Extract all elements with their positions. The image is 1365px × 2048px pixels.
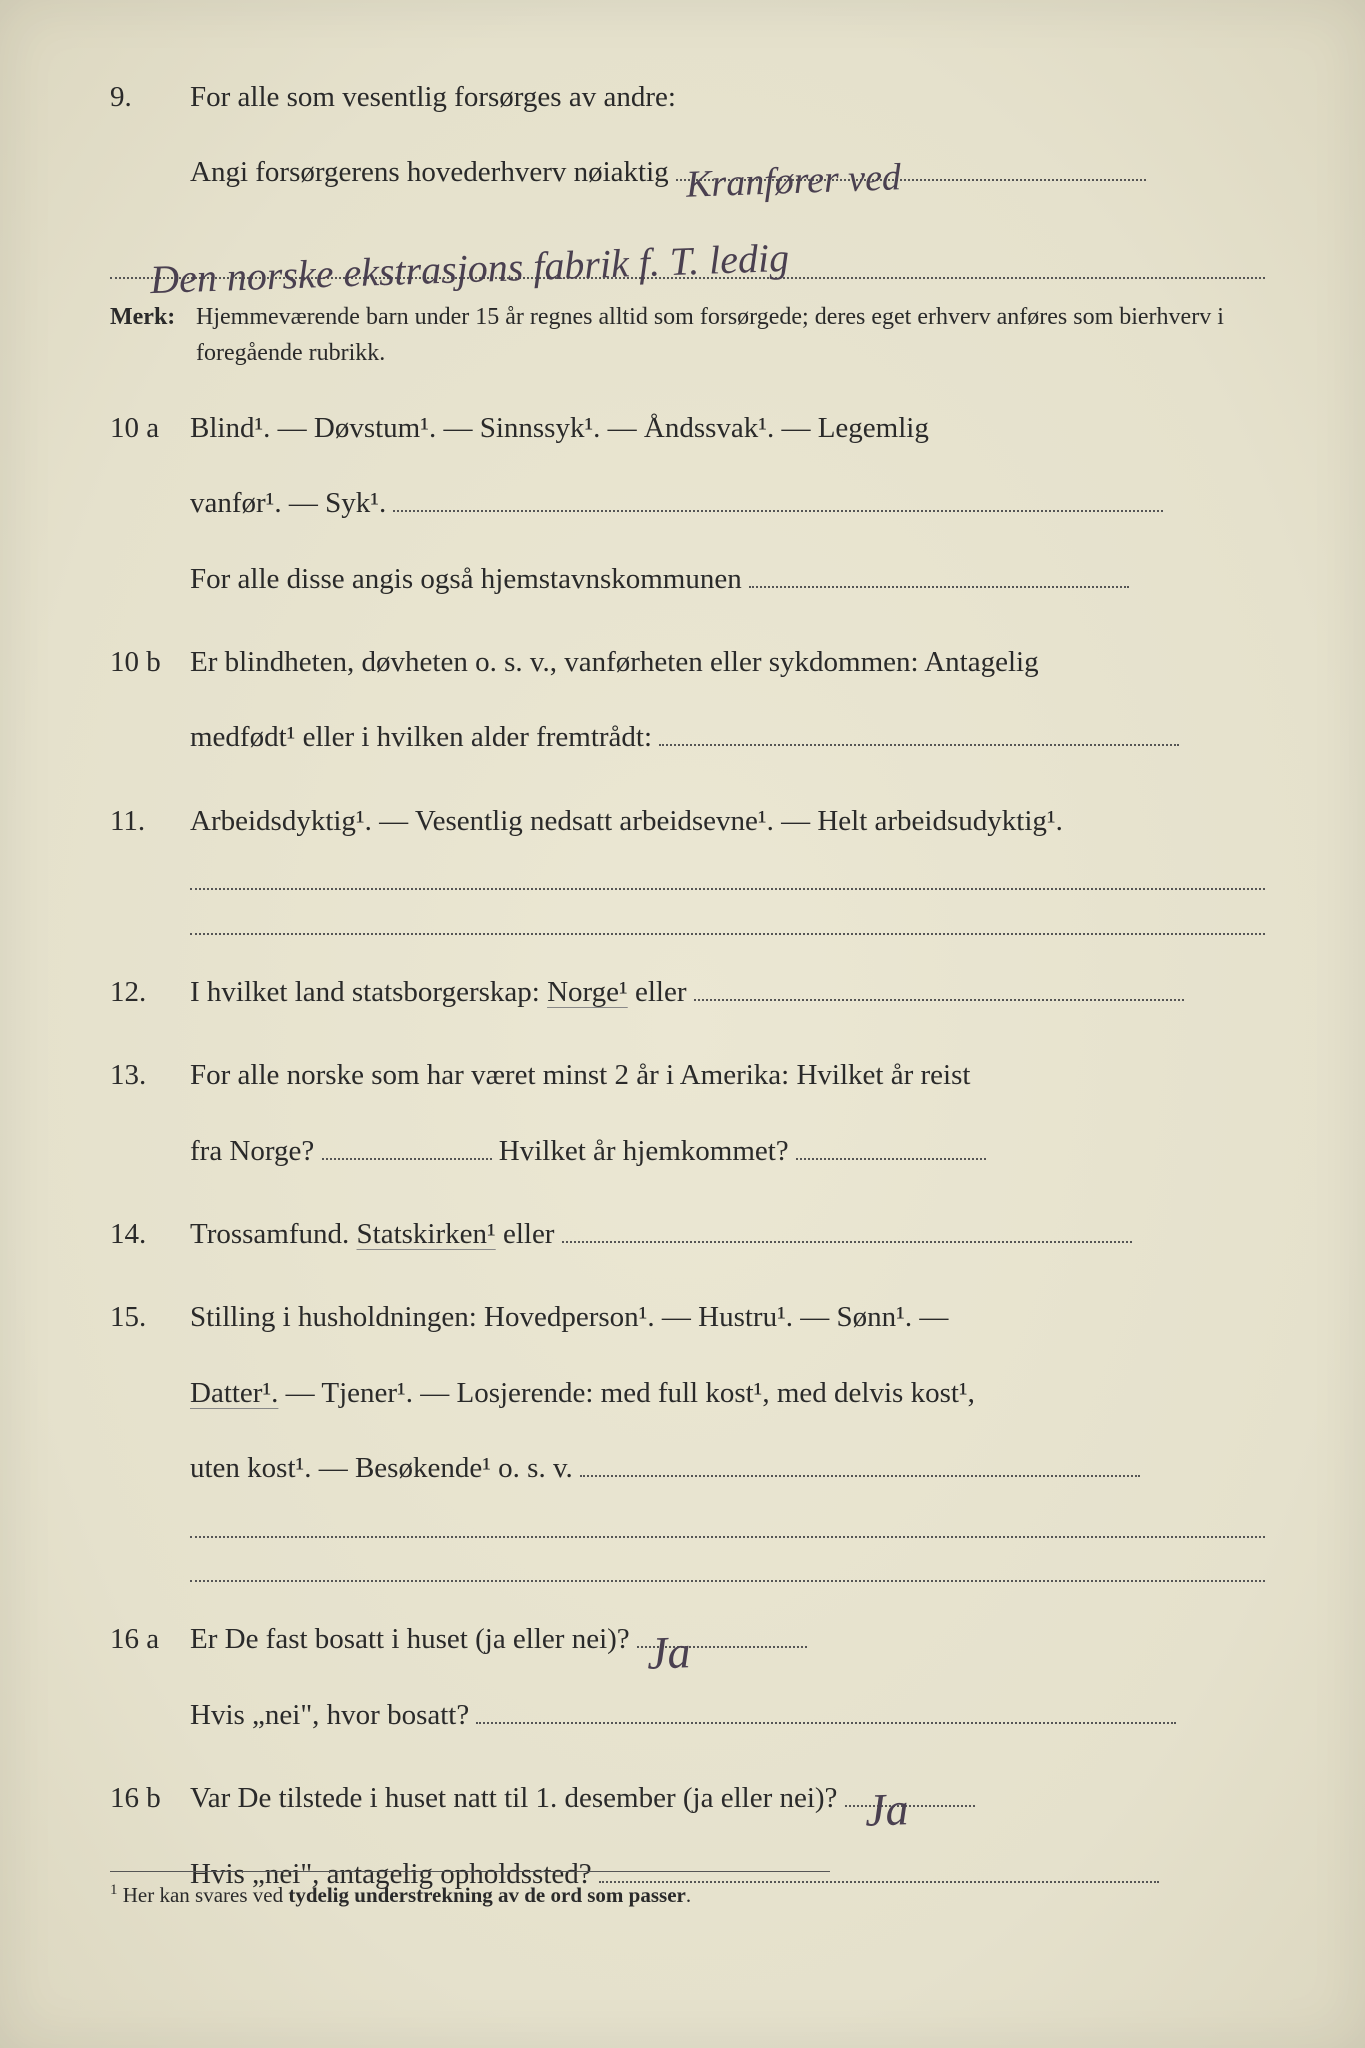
q12-fill bbox=[694, 970, 1184, 1001]
document-page: 9. For alle som vesentlig forsørges av a… bbox=[0, 0, 1365, 2048]
q15-number: 15. bbox=[110, 1280, 190, 1572]
footnote: 1 Her kan svares ved tydelig understrekn… bbox=[110, 1871, 830, 1908]
merk-text: Hjemmeværende barn under 15 år regnes al… bbox=[196, 299, 1261, 371]
q9-content: For alle som vesentlig forsørges av andr… bbox=[190, 60, 1265, 211]
q16a-number: 16 a bbox=[110, 1602, 190, 1753]
q10b-text1: Er blindheten, døvheten o. s. v., vanfør… bbox=[190, 625, 1265, 700]
q10a-fill-1 bbox=[393, 481, 1163, 512]
q15-datter: Datter¹. bbox=[190, 1377, 278, 1409]
q9-number: 9. bbox=[110, 60, 190, 211]
footnote-text: Her kan svares ved tydelig understreknin… bbox=[123, 1883, 691, 1907]
q14-number: 14. bbox=[110, 1197, 190, 1272]
q10b-line2: medfødt¹ eller i hvilken alder fremtrådt… bbox=[190, 700, 1265, 775]
q13-text2b: Hvilket år hjemkommet? bbox=[499, 1135, 789, 1167]
q10a-text2: vanfør¹. — Syk¹. bbox=[190, 487, 386, 519]
q14-fill bbox=[562, 1212, 1132, 1243]
q11-number: 11. bbox=[110, 784, 190, 925]
q9-fill-2: Den norske ekstrasjons fabrik f. T. ledi… bbox=[110, 261, 1265, 279]
merk-note: Merk: Hjemmeværende barn under 15 år reg… bbox=[110, 299, 1265, 371]
q15-fill-1 bbox=[580, 1446, 1140, 1477]
q10a-content: Blind¹. — Døvstum¹. — Sinnssyk¹. — Åndss… bbox=[190, 391, 1265, 617]
q10a-line2: vanfør¹. — Syk¹. bbox=[190, 466, 1265, 541]
merk-label: Merk: bbox=[110, 299, 190, 335]
q16b-line1: Var De tilstede i huset natt til 1. dese… bbox=[190, 1761, 1265, 1836]
q10b-content: Er blindheten, døvheten o. s. v., vanfør… bbox=[190, 625, 1265, 776]
q10a-fill-2 bbox=[749, 557, 1129, 588]
q13-line2: fra Norge? Hvilket år hjemkommet? bbox=[190, 1114, 1265, 1189]
q14-text-a: Trossamfund. bbox=[190, 1218, 357, 1250]
divider-2 bbox=[190, 1580, 1265, 1582]
q10b-fill bbox=[659, 715, 1179, 746]
question-15: 15. Stilling i husholdningen: Hovedperso… bbox=[110, 1280, 1265, 1572]
q12-prefix: I hvilket land statsborgerskap: bbox=[190, 976, 547, 1008]
q16a-line1: Er De fast bosatt i huset (ja eller nei)… bbox=[190, 1602, 1265, 1677]
q13-text1: For alle norske som har været minst 2 år… bbox=[190, 1038, 1265, 1113]
question-11: 11. Arbeidsdyktig¹. — Vesentlig nedsatt … bbox=[110, 784, 1265, 925]
q9-line2: Angi forsørgerens hovederhverv nøiaktig … bbox=[190, 135, 1265, 210]
q15-text1: Stilling i husholdningen: Hovedperson¹. … bbox=[190, 1280, 1265, 1355]
q12-number: 12. bbox=[110, 955, 190, 1030]
q10a-number: 10 a bbox=[110, 391, 190, 617]
q12-suffix: eller bbox=[635, 976, 687, 1008]
q12-norge: Norge¹ bbox=[547, 976, 628, 1008]
q15-line3: uten kost¹. — Besøkende¹ o. s. v. bbox=[190, 1431, 1265, 1506]
q10a-text1: Blind¹. — Døvstum¹. — Sinnssyk¹. — Åndss… bbox=[190, 391, 1265, 466]
q16a-line2: Hvis „nei", hvor bosatt? bbox=[190, 1678, 1265, 1753]
q16b-fill-1: Ja bbox=[845, 1776, 975, 1807]
q13-fill-1 bbox=[322, 1129, 492, 1160]
question-9: 9. For alle som vesentlig forsørges av a… bbox=[110, 60, 1265, 211]
q9-line1: For alle som vesentlig forsørges av andr… bbox=[190, 60, 1265, 135]
q14-statskirken: Statskirken¹ bbox=[357, 1218, 496, 1250]
q10a-line3: For alle disse angis også hjemstavnskomm… bbox=[190, 542, 1265, 617]
q16a-text1: Er De fast bosatt i huset (ja eller nei)… bbox=[190, 1623, 630, 1655]
question-10a: 10 a Blind¹. — Døvstum¹. — Sinnssyk¹. — … bbox=[110, 391, 1265, 617]
q15-text3: uten kost¹. — Besøkende¹ o. s. v. bbox=[190, 1452, 573, 1484]
footnote-sup: 1 bbox=[110, 1882, 118, 1898]
q16a-fill-2 bbox=[476, 1693, 1176, 1724]
q11-text: Arbeidsdyktig¹. — Vesentlig nedsatt arbe… bbox=[190, 784, 1265, 859]
q15-line2: Datter¹. — Tjener¹. — Losjerende: med fu… bbox=[190, 1356, 1265, 1431]
q11-fill bbox=[190, 859, 1265, 890]
q13-number: 13. bbox=[110, 1038, 190, 1189]
q16a-text2: Hvis „nei", hvor bosatt? bbox=[190, 1699, 469, 1731]
q16a-content: Er De fast bosatt i huset (ja eller nei)… bbox=[190, 1602, 1265, 1753]
q16b-text1: Var De tilstede i huset natt til 1. dese… bbox=[190, 1782, 837, 1814]
q9-line2-prefix: Angi forsørgerens hovederhverv nøiaktig bbox=[190, 156, 669, 188]
question-13: 13. For alle norske som har været minst … bbox=[110, 1038, 1265, 1189]
q10a-text3: For alle disse angis også hjemstavnskomm… bbox=[190, 563, 742, 595]
q13-fill-2 bbox=[796, 1129, 986, 1160]
q10b-number: 10 b bbox=[110, 625, 190, 776]
q9-handwritten-2: Den norske ekstrasjons fabrik f. T. ledi… bbox=[149, 234, 789, 303]
q15-content: Stilling i husholdningen: Hovedperson¹. … bbox=[190, 1280, 1265, 1572]
q15-fill-2 bbox=[190, 1507, 1265, 1538]
divider-1 bbox=[190, 933, 1265, 935]
question-16a: 16 a Er De fast bosatt i huset (ja eller… bbox=[110, 1602, 1265, 1753]
q14-content: Trossamfund. Statskirken¹ eller bbox=[190, 1197, 1265, 1272]
q13-content: For alle norske som har været minst 2 år… bbox=[190, 1038, 1265, 1189]
q9-extra-line: Den norske ekstrasjons fabrik f. T. ledi… bbox=[110, 219, 1265, 289]
question-12: 12. I hvilket land statsborgerskap: Norg… bbox=[110, 955, 1265, 1030]
q14-text-b: eller bbox=[503, 1218, 555, 1250]
q10b-text2: medfødt¹ eller i hvilken alder fremtrådt… bbox=[190, 721, 652, 753]
q12-content: I hvilket land statsborgerskap: Norge¹ e… bbox=[190, 955, 1265, 1030]
q16a-fill-1: Ja bbox=[637, 1617, 807, 1648]
q11-content: Arbeidsdyktig¹. — Vesentlig nedsatt arbe… bbox=[190, 784, 1265, 925]
question-14: 14. Trossamfund. Statskirken¹ eller bbox=[110, 1197, 1265, 1272]
q13-text2a: fra Norge? bbox=[190, 1135, 314, 1167]
q9-fill-1: Kranfører ved bbox=[676, 150, 1146, 181]
question-10b: 10 b Er blindheten, døvheten o. s. v., v… bbox=[110, 625, 1265, 776]
q15-text2: — Tjener¹. — Losjerende: med full kost¹,… bbox=[286, 1377, 975, 1409]
